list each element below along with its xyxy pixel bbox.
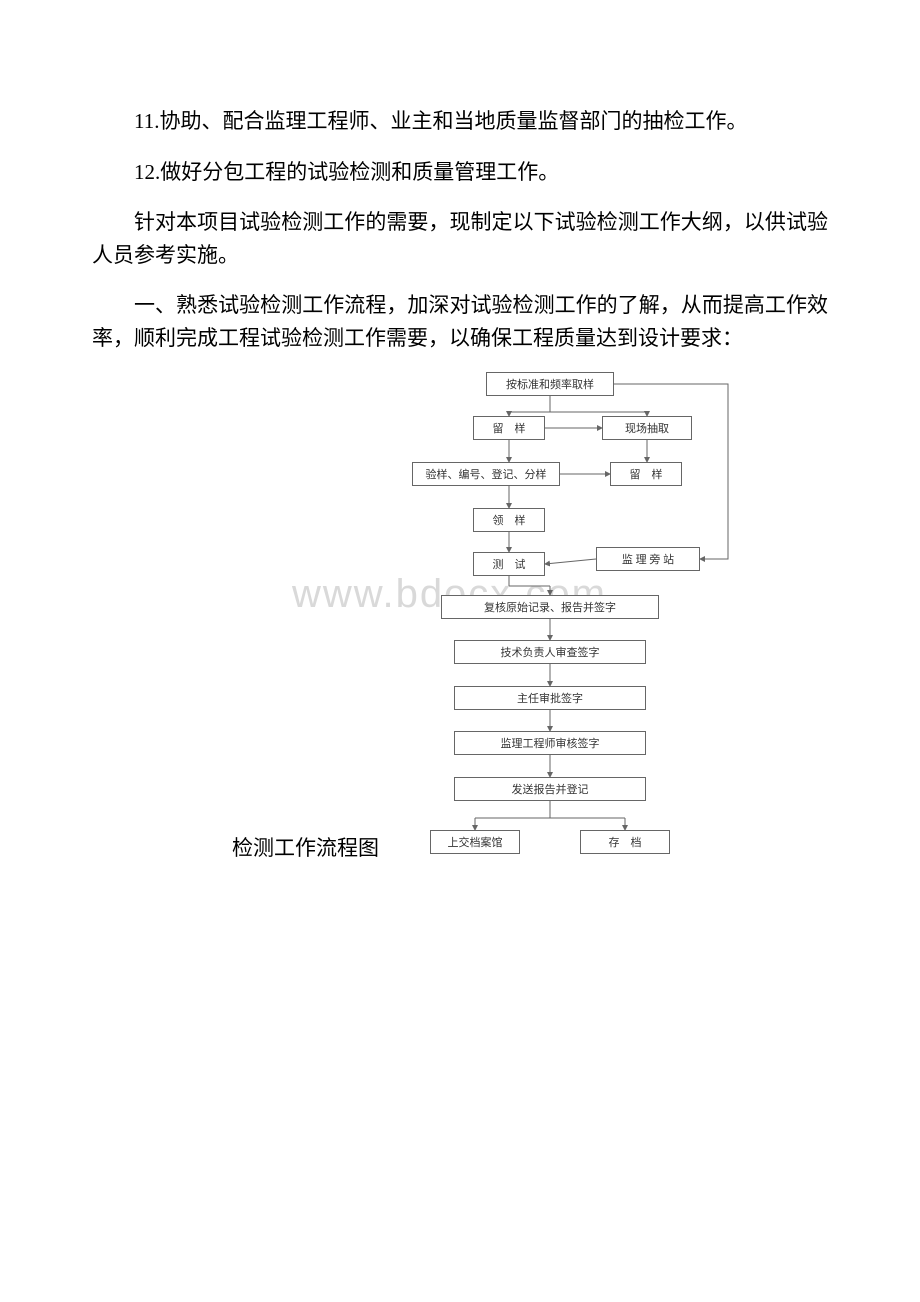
flowchart-caption: 检测工作流程图 (232, 832, 379, 862)
flow-node-n9: 复核原始记录、报告并签字 (441, 595, 659, 619)
flow-node-n8: 监 理 旁 站 (596, 547, 700, 571)
flow-node-n3: 现场抽取 (602, 416, 692, 440)
flowchart-container: www.bdocx.com 按标准和频率取样留 样现场抽取验样、编号、登记、分样… (92, 372, 828, 892)
paragraph-section-1: 一、熟悉试验检测工作流程，加深对试验检测工作的了解，从而提高工作效率，顺利完成工… (92, 289, 828, 354)
flow-node-n4: 验样、编号、登记、分样 (412, 462, 560, 486)
document-body: 11.协助、配合监理工程师、业主和当地质量监督部门的抽检工作。 12.做好分包工… (0, 0, 920, 892)
paragraph-12: 12.做好分包工程的试验检测和质量管理工作。 (92, 156, 828, 189)
paragraph-11: 11.协助、配合监理工程师、业主和当地质量监督部门的抽检工作。 (92, 105, 828, 138)
flow-node-n2: 留 样 (473, 416, 545, 440)
flow-node-n12: 监理工程师审核签字 (454, 731, 646, 755)
flow-node-n6: 领 样 (473, 508, 545, 532)
flow-node-n5: 留 样 (610, 462, 682, 486)
paragraph-intro: 针对本项目试验检测工作的需要，现制定以下试验检测工作大纲，以供试验人员参考实施。 (92, 206, 828, 271)
flow-node-n10: 技术负责人审查签字 (454, 640, 646, 664)
flow-node-n11: 主任审批签字 (454, 686, 646, 710)
flow-node-n14: 上交档案馆 (430, 830, 520, 854)
flow-node-n1: 按标准和频率取样 (486, 372, 614, 396)
flowchart-connectors (92, 372, 832, 892)
flow-node-n13: 发送报告并登记 (454, 777, 646, 801)
flow-node-n15: 存 档 (580, 830, 670, 854)
flow-node-n7: 测 试 (473, 552, 545, 576)
